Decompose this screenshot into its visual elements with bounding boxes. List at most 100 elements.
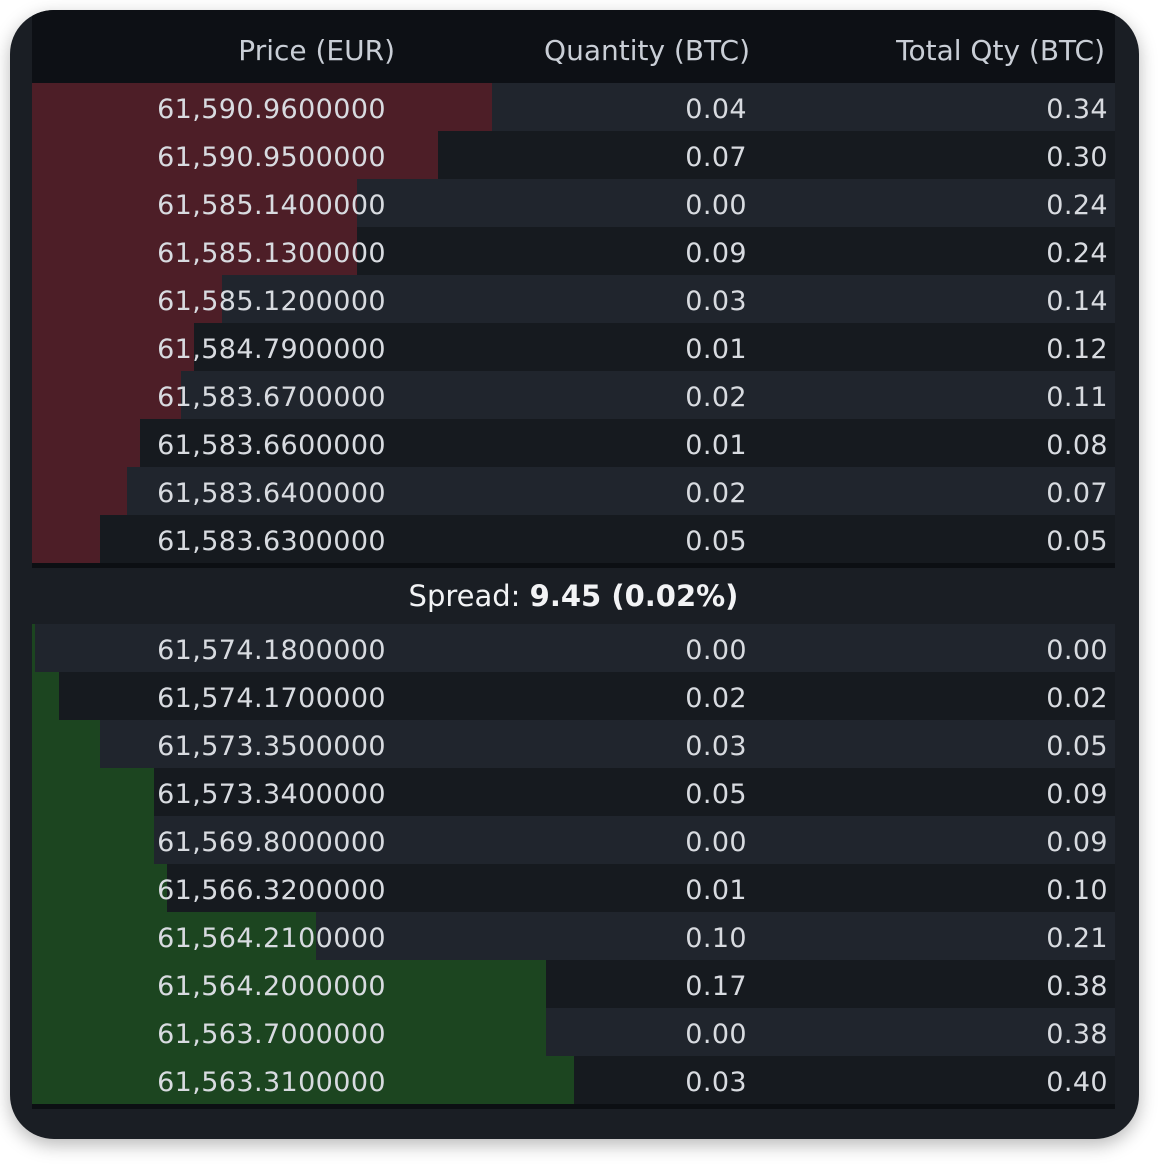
ask-order-row[interactable]: 61,590.9600000 0.04 0.34 (32, 83, 1115, 131)
ask-total-cell: 0.24 (1046, 238, 1108, 269)
bid-total-cell: 0.05 (1046, 731, 1108, 762)
ask-order-row[interactable]: 61,585.1400000 0.00 0.24 (32, 179, 1115, 227)
bid-order-row[interactable]: 61,564.2000000 0.17 0.38 (32, 960, 1115, 1008)
ask-depth-bar (32, 83, 492, 131)
ask-order-row[interactable]: 61,583.6600000 0.01 0.08 (32, 419, 1115, 467)
ask-total-cell: 0.08 (1046, 430, 1108, 461)
bid-price-cell: 61,573.3500000 (157, 731, 386, 762)
bid-depth-bar (32, 720, 100, 768)
bid-total-cell: 0.09 (1046, 827, 1108, 858)
bid-order-row[interactable]: 61,563.3100000 0.03 0.40 (32, 1056, 1115, 1104)
bid-total-cell: 0.21 (1046, 923, 1108, 954)
bid-qty-cell: 0.03 (685, 731, 747, 762)
bid-depth-bar (32, 768, 154, 816)
bid-qty-cell: 0.03 (685, 1067, 747, 1098)
ask-qty-cell: 0.02 (685, 382, 747, 413)
ask-order-row[interactable]: 61,584.7900000 0.01 0.12 (32, 323, 1115, 371)
bid-qty-cell: 0.10 (685, 923, 747, 954)
bid-order-row[interactable]: 61,574.1800000 0.00 0.00 (32, 624, 1115, 672)
ask-depth-bar (32, 179, 357, 227)
bid-price-cell: 61,564.2100000 (157, 923, 386, 954)
ask-price-cell: 61,583.6400000 (157, 478, 386, 509)
ask-total-cell: 0.07 (1046, 478, 1108, 509)
bid-order-row[interactable]: 61,569.8000000 0.00 0.09 (32, 816, 1115, 864)
spread-label: Spread: (408, 579, 530, 613)
bid-qty-cell: 0.00 (685, 635, 747, 666)
bid-price-cell: 61,563.3100000 (157, 1067, 386, 1098)
ask-price-cell: 61,583.6700000 (157, 382, 386, 413)
bids-divider (32, 1104, 1115, 1109)
bid-total-cell: 0.40 (1046, 1067, 1108, 1098)
ask-price-cell: 61,585.1200000 (157, 286, 386, 317)
bid-order-row[interactable]: 61,574.1700000 0.02 0.02 (32, 672, 1115, 720)
ask-total-cell: 0.14 (1046, 286, 1108, 317)
bid-price-cell: 61,574.1800000 (157, 635, 386, 666)
ask-total-cell: 0.05 (1046, 526, 1108, 557)
ask-price-cell: 61,583.6300000 (157, 526, 386, 557)
ask-qty-cell: 0.01 (685, 430, 747, 461)
ask-price-cell: 61,585.1300000 (157, 238, 386, 269)
ask-depth-bar (32, 131, 438, 179)
bid-price-cell: 61,566.3200000 (157, 875, 386, 906)
ask-qty-cell: 0.03 (685, 286, 747, 317)
bid-price-cell: 61,563.7000000 (157, 1019, 386, 1050)
ask-price-cell: 61,583.6600000 (157, 430, 386, 461)
asks-list: 61,590.9600000 0.04 0.34 61,590.9500000 0.07… (32, 83, 1115, 563)
total-quantity-column-header[interactable]: Total Qty (BTC) (896, 34, 1105, 67)
ask-price-cell: 61,585.1400000 (157, 190, 386, 221)
bid-price-cell: 61,564.2000000 (157, 971, 386, 1002)
ask-total-cell: 0.34 (1046, 94, 1108, 125)
bid-depth-bar (32, 816, 154, 864)
bid-qty-cell: 0.00 (685, 1019, 747, 1050)
ask-total-cell: 0.12 (1046, 334, 1108, 365)
bid-qty-cell: 0.17 (685, 971, 747, 1002)
bid-price-cell: 61,569.8000000 (157, 827, 386, 858)
order-book-header: Price (EUR) Quantity (BTC) Total Qty (BT… (32, 10, 1115, 83)
bid-qty-cell: 0.01 (685, 875, 747, 906)
bid-price-cell: 61,574.1700000 (157, 683, 386, 714)
bid-total-cell: 0.09 (1046, 779, 1108, 810)
bid-order-row[interactable]: 61,573.3500000 0.03 0.05 (32, 720, 1115, 768)
ask-price-cell: 61,590.9600000 (157, 94, 386, 125)
price-column-header[interactable]: Price (EUR) (238, 34, 395, 67)
ask-order-row[interactable]: 61,583.6300000 0.05 0.05 (32, 515, 1115, 563)
bid-total-cell: 0.02 (1046, 683, 1108, 714)
ask-order-row[interactable]: 61,583.6700000 0.02 0.11 (32, 371, 1115, 419)
ask-price-cell: 61,590.9500000 (157, 142, 386, 173)
ask-depth-bar (32, 227, 357, 275)
ask-depth-bar (32, 371, 181, 419)
bid-order-row[interactable]: 61,573.3400000 0.05 0.09 (32, 768, 1115, 816)
bid-qty-cell: 0.02 (685, 683, 747, 714)
ask-qty-cell: 0.04 (685, 94, 747, 125)
order-book: Price (EUR) Quantity (BTC) Total Qty (BT… (32, 10, 1115, 1139)
ask-qty-cell: 0.00 (685, 190, 747, 221)
bid-order-row[interactable]: 61,563.7000000 0.00 0.38 (32, 1008, 1115, 1056)
bid-depth-bar (32, 672, 59, 720)
quantity-column-header[interactable]: Quantity (BTC) (544, 34, 750, 67)
ask-total-cell: 0.30 (1046, 142, 1108, 173)
ask-total-cell: 0.11 (1046, 382, 1108, 413)
ask-depth-bar (32, 515, 100, 563)
ask-total-cell: 0.24 (1046, 190, 1108, 221)
ask-order-row[interactable]: 61,585.1200000 0.03 0.14 (32, 275, 1115, 323)
bid-qty-cell: 0.05 (685, 779, 747, 810)
ask-depth-bar (32, 275, 222, 323)
asks-divider (32, 563, 1115, 568)
ask-qty-cell: 0.09 (685, 238, 747, 269)
bid-order-row[interactable]: 61,564.2100000 0.10 0.21 (32, 912, 1115, 960)
bid-depth-bar (32, 1008, 546, 1056)
bid-total-cell: 0.38 (1046, 1019, 1108, 1050)
bid-depth-bar (32, 864, 167, 912)
spread-value: 9.45 (0.02%) (529, 579, 739, 613)
ask-depth-bar (32, 323, 194, 371)
ask-qty-cell: 0.01 (685, 334, 747, 365)
ask-order-row[interactable]: 61,583.6400000 0.02 0.07 (32, 467, 1115, 515)
ask-order-row[interactable]: 61,590.9500000 0.07 0.30 (32, 131, 1115, 179)
ask-qty-cell: 0.02 (685, 478, 747, 509)
ask-order-row[interactable]: 61,585.1300000 0.09 0.24 (32, 227, 1115, 275)
bid-order-row[interactable]: 61,566.3200000 0.01 0.10 (32, 864, 1115, 912)
bid-depth-bar (32, 960, 546, 1008)
spread-indicator: Spread: 9.45 (0.02%) (32, 568, 1115, 624)
ask-price-cell: 61,584.7900000 (157, 334, 386, 365)
bid-total-cell: 0.38 (1046, 971, 1108, 1002)
